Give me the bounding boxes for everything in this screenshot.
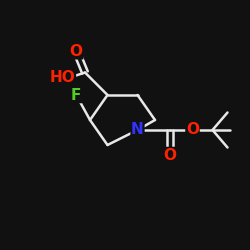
Text: O: O [164,148,176,162]
Text: F: F [71,88,82,102]
Text: O: O [186,122,199,138]
Text: HO: HO [50,70,76,85]
Text: N: N [131,122,144,138]
Text: O: O [70,44,83,59]
